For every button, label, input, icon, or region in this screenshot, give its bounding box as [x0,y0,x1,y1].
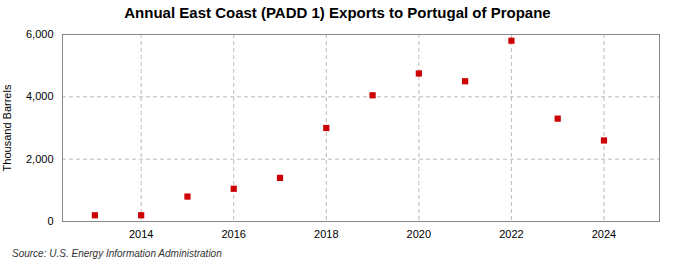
svg-text:2014: 2014 [129,228,153,240]
svg-text:2024: 2024 [592,228,616,240]
html-text:Annual East Coast (PADD 1) Exp: Annual East Coast (PADD 1) Exports to Po… [124,4,551,21]
svg-text:2020: 2020 [407,228,431,240]
svg-text:2016: 2016 [221,228,245,240]
svg-text:0: 0 [47,215,53,227]
svg-text:2018: 2018 [314,228,338,240]
svg-text:Thousand Barrels: Thousand Barrels [1,84,13,171]
svg-text:2022: 2022 [499,228,523,240]
svg-text:2,000: 2,000 [26,153,54,165]
svg-text:6,000: 6,000 [26,28,54,40]
svg-text:4,000: 4,000 [26,90,54,102]
html-text:Source: U.S. Energy Informatio: Source: U.S. Energy Information Administ… [12,248,222,259]
